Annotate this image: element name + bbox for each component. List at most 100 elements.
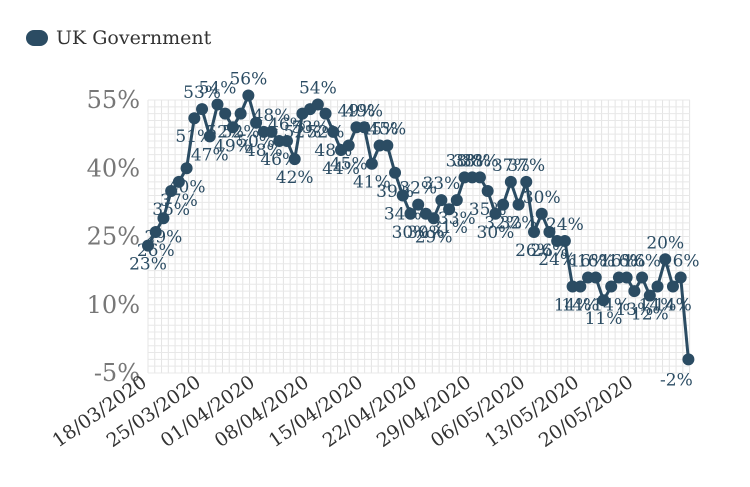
data-label: 16%: [600, 251, 638, 271]
data-label: 26%: [515, 241, 553, 261]
data-point[interactable]: [234, 107, 247, 120]
data-label: 38%: [453, 151, 491, 171]
data-point[interactable]: [504, 175, 517, 188]
y-tick-label: 40%: [87, 154, 140, 182]
data-label: 54%: [199, 79, 237, 99]
data-point[interactable]: [427, 212, 440, 225]
data-point[interactable]: [620, 271, 633, 284]
data-point[interactable]: [489, 207, 502, 220]
grid: [147, 99, 691, 374]
data-point[interactable]: [605, 280, 618, 293]
data-point[interactable]: [196, 103, 209, 116]
data-point[interactable]: [651, 280, 664, 293]
legend[interactable]: UK Government: [26, 27, 211, 49]
data-label: 45%: [361, 120, 399, 140]
y-tick-label: -5%: [94, 359, 140, 387]
data-point[interactable]: [172, 175, 185, 188]
data-point[interactable]: [528, 225, 540, 238]
data-label: 53%: [183, 83, 221, 103]
data-point[interactable]: [628, 285, 641, 298]
data-point[interactable]: [543, 225, 556, 238]
data-point[interactable]: [597, 294, 610, 307]
y-tick-label: 25%: [87, 223, 140, 251]
data-label: 23%: [129, 255, 167, 275]
data-point[interactable]: [574, 280, 587, 293]
data-point[interactable]: [497, 198, 510, 211]
y-tick-label: 10%: [87, 291, 140, 319]
data-label: 56%: [229, 69, 267, 89]
data-point[interactable]: [674, 271, 687, 284]
data-point[interactable]: [666, 280, 679, 293]
data-point[interactable]: [404, 207, 417, 220]
data-point[interactable]: [188, 112, 201, 125]
data-point[interactable]: [558, 235, 571, 248]
data-point[interactable]: [589, 271, 602, 284]
data-label: -2%: [660, 370, 693, 390]
data-point[interactable]: [389, 166, 402, 179]
data-point[interactable]: [142, 239, 154, 252]
data-point[interactable]: [219, 107, 232, 120]
data-point[interactable]: [412, 198, 425, 211]
data-point[interactable]: [682, 353, 695, 366]
data-point[interactable]: [250, 116, 263, 129]
data-label: 16%: [608, 251, 646, 271]
data-point[interactable]: [435, 194, 448, 207]
data-point[interactable]: [520, 175, 533, 188]
data-point[interactable]: [226, 121, 239, 134]
data-label: 33%: [422, 174, 460, 194]
data-label: 53%: [291, 118, 329, 138]
data-point[interactable]: [157, 212, 170, 225]
data-point[interactable]: [342, 139, 355, 152]
data-point[interactable]: [327, 125, 340, 138]
data-point[interactable]: [365, 157, 378, 170]
data-point[interactable]: [211, 98, 224, 111]
data-label: 49%: [338, 101, 376, 121]
data-point[interactable]: [288, 153, 301, 166]
data-point[interactable]: [659, 253, 672, 266]
data-label: 30%: [407, 223, 445, 243]
data-label: 51%: [175, 127, 213, 147]
data-point[interactable]: [180, 162, 193, 175]
data-point[interactable]: [443, 203, 456, 216]
data-label: 32%: [399, 179, 437, 199]
data-points: [142, 89, 695, 366]
data-label: 38%: [461, 151, 499, 171]
data-point[interactable]: [512, 198, 525, 211]
data-label: 48%: [253, 106, 291, 126]
data-point[interactable]: [203, 130, 216, 143]
data-label: 14%: [654, 296, 692, 316]
data-point[interactable]: [165, 185, 178, 197]
y-tick-label: 55%: [87, 86, 140, 114]
data-point[interactable]: [643, 289, 656, 302]
data-label: 24%: [546, 215, 584, 235]
data-point[interactable]: [381, 139, 394, 152]
data-label: 46%: [268, 115, 306, 135]
y-axis: 55% 40% 25% 10% -5%: [87, 86, 140, 387]
data-point[interactable]: [473, 171, 486, 184]
data-point[interactable]: [280, 134, 293, 147]
data-label: 44%: [322, 159, 360, 179]
data-label: 52%: [284, 123, 322, 143]
data-point[interactable]: [149, 225, 162, 238]
data-label: 30%: [392, 223, 430, 243]
data-label: 46%: [260, 150, 298, 170]
data-point[interactable]: [358, 121, 371, 134]
x-axis: 18/03/202025/03/202001/04/202008/04/2020…: [49, 371, 638, 452]
data-point[interactable]: [396, 189, 409, 202]
data-label: 16%: [662, 251, 700, 271]
data-label: 11%: [585, 309, 623, 329]
data-point[interactable]: [311, 98, 324, 111]
data-point[interactable]: [242, 89, 255, 102]
data-point[interactable]: [319, 107, 332, 120]
data-point[interactable]: [535, 207, 548, 220]
data-point[interactable]: [481, 185, 494, 197]
data-label: 20%: [646, 233, 684, 253]
data-label: 14%: [554, 296, 592, 316]
data-point[interactable]: [636, 271, 649, 284]
data-label: 49%: [345, 101, 383, 121]
legend-swatch: [26, 30, 48, 46]
data-point[interactable]: [450, 194, 463, 207]
data-point[interactable]: [265, 125, 278, 138]
data-label: 30%: [523, 188, 561, 208]
